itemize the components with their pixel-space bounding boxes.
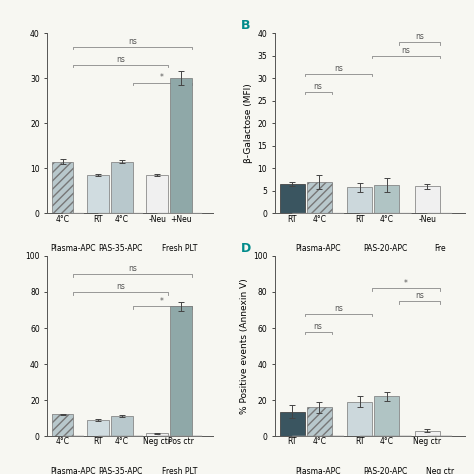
Bar bbox=[307, 182, 332, 213]
Text: PAS-20-APC: PAS-20-APC bbox=[364, 244, 408, 253]
Bar bbox=[415, 431, 440, 436]
Bar bbox=[87, 175, 109, 213]
Text: PAS-35-APC: PAS-35-APC bbox=[99, 466, 143, 474]
Bar bbox=[415, 186, 440, 213]
Text: *: * bbox=[160, 297, 164, 306]
Bar bbox=[170, 78, 191, 213]
Bar bbox=[347, 187, 372, 213]
Bar bbox=[280, 412, 305, 436]
Text: D: D bbox=[241, 242, 251, 255]
Text: ns: ns bbox=[116, 282, 125, 291]
Bar bbox=[111, 416, 133, 436]
Text: Neg ctr: Neg ctr bbox=[426, 466, 454, 474]
Text: Fre: Fre bbox=[434, 244, 446, 253]
Text: Fresh PLT: Fresh PLT bbox=[162, 244, 198, 253]
Y-axis label: β-Galactose (MFI): β-Galactose (MFI) bbox=[245, 83, 254, 163]
Bar bbox=[307, 407, 332, 436]
Text: Plasma-APC: Plasma-APC bbox=[295, 244, 341, 253]
Text: ns: ns bbox=[334, 64, 343, 73]
Text: PAS-20-APC: PAS-20-APC bbox=[364, 466, 408, 474]
Text: ns: ns bbox=[128, 37, 137, 46]
Bar bbox=[52, 162, 73, 213]
Bar bbox=[374, 185, 399, 213]
Bar bbox=[374, 396, 399, 436]
Text: ns: ns bbox=[314, 82, 323, 91]
Text: Plasma-APC: Plasma-APC bbox=[51, 244, 96, 253]
Bar bbox=[347, 402, 372, 436]
Text: *: * bbox=[160, 73, 164, 82]
Y-axis label: % Positive events (Annexin V): % Positive events (Annexin V) bbox=[240, 278, 249, 414]
Text: ns: ns bbox=[128, 264, 137, 273]
Text: ns: ns bbox=[314, 322, 323, 331]
Bar bbox=[87, 420, 109, 436]
Text: Plasma-APC: Plasma-APC bbox=[295, 466, 341, 474]
Bar bbox=[111, 162, 133, 213]
Text: Plasma-APC: Plasma-APC bbox=[51, 466, 96, 474]
Bar bbox=[146, 175, 168, 213]
Text: ns: ns bbox=[116, 55, 125, 64]
Text: PAS-35-APC: PAS-35-APC bbox=[99, 244, 143, 253]
Text: B: B bbox=[241, 19, 250, 32]
Text: Fresh PLT: Fresh PLT bbox=[162, 466, 198, 474]
Text: ns: ns bbox=[334, 304, 343, 313]
Bar bbox=[146, 433, 168, 436]
Text: ns: ns bbox=[415, 32, 424, 41]
Text: ns: ns bbox=[401, 46, 410, 55]
Bar bbox=[52, 414, 73, 436]
Bar bbox=[170, 306, 191, 436]
Text: *: * bbox=[404, 279, 408, 288]
Text: ns: ns bbox=[415, 291, 424, 300]
Bar bbox=[280, 184, 305, 213]
